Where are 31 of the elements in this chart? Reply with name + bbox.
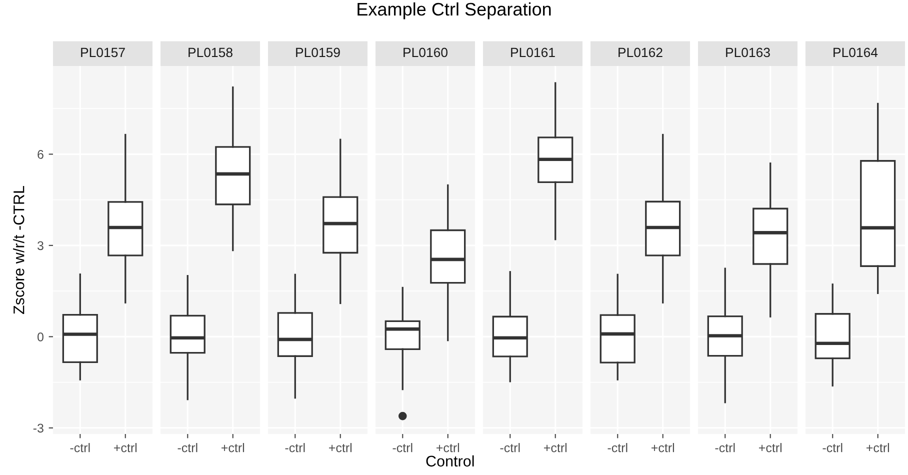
x-tick-label: -ctrl xyxy=(285,443,305,452)
x-tick-label: +ctrl xyxy=(329,443,352,452)
y-tick-label: -3 xyxy=(33,424,44,433)
x-tick-label: +ctrl xyxy=(758,443,782,452)
x-tick-label: -ctrl xyxy=(178,443,198,452)
x-tick-label: +ctrl xyxy=(866,443,889,452)
x-tick-label: +ctrl xyxy=(222,443,244,452)
x-tick-label: -ctrl xyxy=(822,443,842,452)
chart-title: PL0163 xyxy=(726,48,770,58)
x-tick-label: -ctrl xyxy=(70,443,90,452)
x-tick-label: +ctrl xyxy=(114,443,137,452)
chart-title: PL0159 xyxy=(296,48,340,58)
y-tick-label: 0 xyxy=(38,332,44,342)
y-tick-label: 6 xyxy=(38,150,44,159)
x-tick-label: +ctrl xyxy=(436,443,460,452)
chart-title: PL0164 xyxy=(834,48,878,58)
x-tick-label: +ctrl xyxy=(651,443,674,452)
chart-title: PL0157 xyxy=(81,48,125,58)
y-axis-title: Zscore w/r/t -CTRL xyxy=(13,186,24,314)
x-tick-label: -ctrl xyxy=(500,443,520,452)
x-axis-title: Control xyxy=(426,455,474,467)
x-tick-label: +ctrl xyxy=(544,443,567,452)
x-tick-label: -ctrl xyxy=(608,443,628,452)
text: Example Ctrl Separation xyxy=(358,2,551,20)
chart-title: PL0158 xyxy=(188,48,232,58)
y-tick-label: 3 xyxy=(38,241,44,250)
chart-title: PL0161 xyxy=(511,48,555,58)
x-tick-label: -ctrl xyxy=(715,443,735,452)
x-tick-label: -ctrl xyxy=(392,443,412,452)
chart-title: PL0162 xyxy=(618,48,662,58)
chart-title: PL0160 xyxy=(404,48,448,58)
